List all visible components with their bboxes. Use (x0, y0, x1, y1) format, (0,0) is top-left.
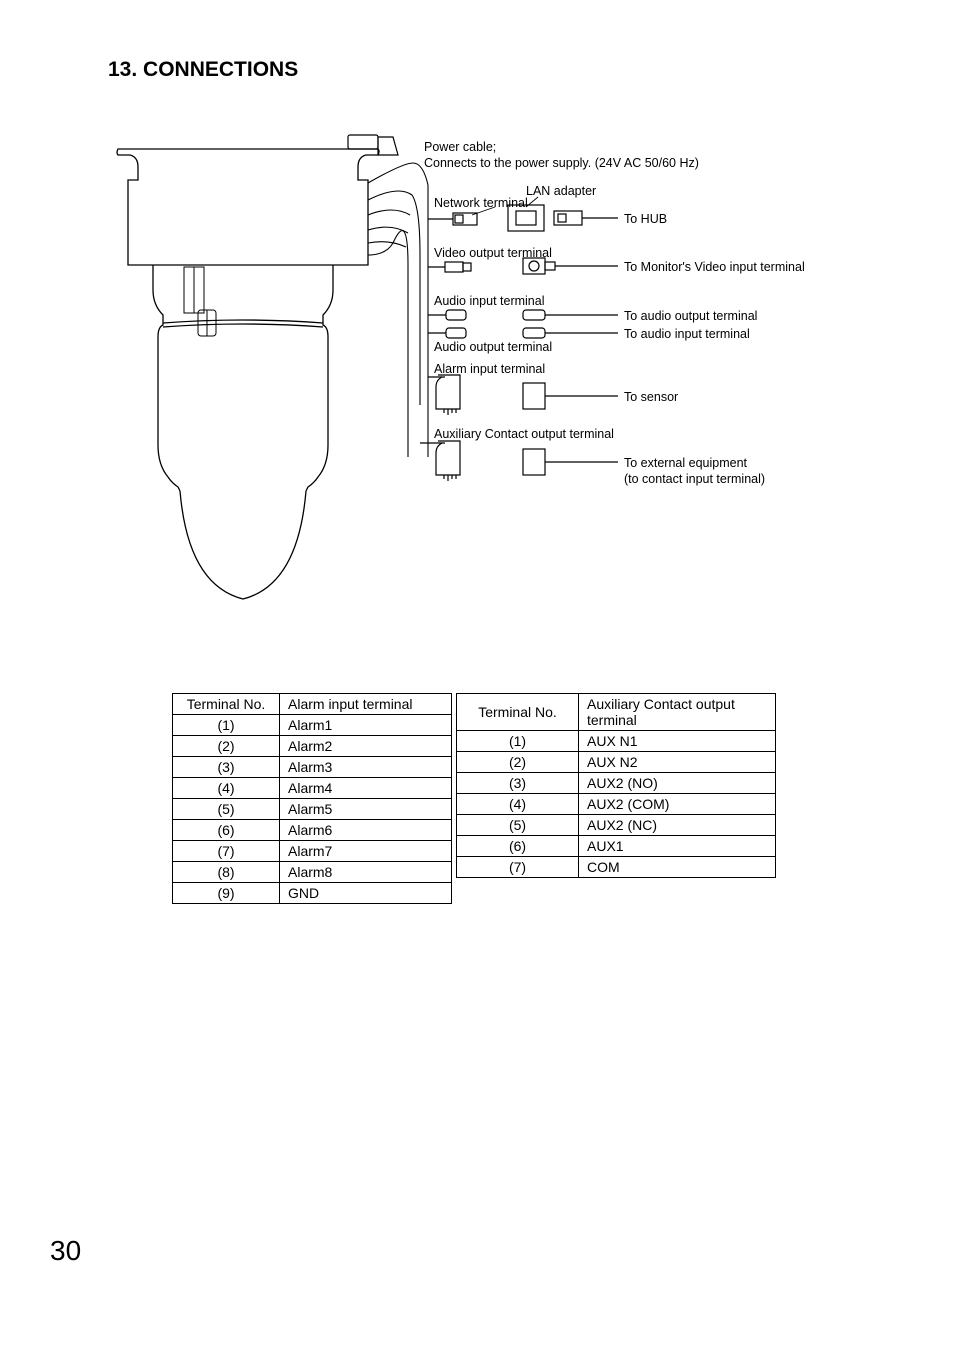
table-head: Terminal No. Alarm input terminal (173, 694, 452, 715)
table-row: (4)Alarm4 (173, 778, 452, 799)
table-row: (1)AUX N1 (457, 731, 776, 752)
cell-terminal-no: (5) (173, 799, 280, 820)
label-power-cable-desc: Connects to the power supply. (24V AC 50… (424, 155, 699, 171)
label-audio-output-terminal: Audio output terminal (434, 339, 552, 355)
cell-value: Alarm1 (280, 715, 452, 736)
col-alarm-input: Alarm input terminal (280, 694, 452, 715)
table-row: (2)Alarm2 (173, 736, 452, 757)
cell-terminal-no: (2) (457, 752, 579, 773)
section-title: 13. CONNECTIONS (108, 58, 298, 82)
label-to-audio-output: To audio output terminal (624, 308, 757, 324)
table-row: (9)GND (173, 883, 452, 904)
cell-terminal-no: (7) (173, 841, 280, 862)
cell-value: GND (280, 883, 452, 904)
table-row: (2)AUX N2 (457, 752, 776, 773)
table-row: (1)Alarm1 (173, 715, 452, 736)
table-row: (8)Alarm8 (173, 862, 452, 883)
label-to-hub: To HUB (624, 211, 667, 227)
label-power-cable-title: Power cable; (424, 139, 496, 155)
table-row: (6)Alarm6 (173, 820, 452, 841)
page-root: 13. CONNECTIONS 30 (0, 0, 954, 1351)
label-to-audio-input: To audio input terminal (624, 326, 750, 342)
cell-value: AUX2 (NC) (579, 815, 776, 836)
table-row: (7)Alarm7 (173, 841, 452, 862)
label-video-output-terminal: Video output terminal (434, 245, 552, 261)
cell-terminal-no: (7) (457, 857, 579, 878)
aux-terminal-table: Terminal No. Auxiliary Contact output te… (456, 693, 776, 878)
table-row: (3)AUX2 (NO) (457, 773, 776, 794)
table-row: (3)Alarm3 (173, 757, 452, 778)
cell-terminal-no: (8) (173, 862, 280, 883)
cell-value: Alarm3 (280, 757, 452, 778)
cell-value: Alarm2 (280, 736, 452, 757)
cell-terminal-no: (3) (173, 757, 280, 778)
label-to-sensor: To sensor (624, 389, 678, 405)
cell-value: AUX N1 (579, 731, 776, 752)
label-audio-input-terminal: Audio input terminal (434, 293, 544, 309)
table-row: (5)Alarm5 (173, 799, 452, 820)
cell-terminal-no: (3) (457, 773, 579, 794)
col-terminal-no: Terminal No. (173, 694, 280, 715)
table-row: (6)AUX1 (457, 836, 776, 857)
col-terminal-no: Terminal No. (457, 694, 579, 731)
cell-terminal-no: (6) (457, 836, 579, 857)
cell-value: Alarm5 (280, 799, 452, 820)
label-to-external-1: To external equipment (624, 455, 747, 471)
table-row: (4)AUX2 (COM) (457, 794, 776, 815)
table-row: Terminal No. Auxiliary Contact output te… (457, 694, 776, 731)
cell-value: Alarm7 (280, 841, 452, 862)
page-number: 30 (50, 1235, 81, 1267)
cell-terminal-no: (4) (457, 794, 579, 815)
connections-diagram: Power cable; Connects to the power suppl… (108, 115, 868, 635)
cell-value: COM (579, 857, 776, 878)
cell-value: AUX1 (579, 836, 776, 857)
cell-value: AUX N2 (579, 752, 776, 773)
cell-terminal-no: (2) (173, 736, 280, 757)
label-to-external-2: (to contact input terminal) (624, 471, 765, 487)
col-aux-output: Auxiliary Contact output terminal (579, 694, 776, 731)
cell-terminal-no: (1) (457, 731, 579, 752)
label-alarm-input-terminal: Alarm input terminal (434, 361, 545, 377)
cell-value: Alarm8 (280, 862, 452, 883)
table-row: Terminal No. Alarm input terminal (173, 694, 452, 715)
table-row: (7)COM (457, 857, 776, 878)
alarm-terminal-table: Terminal No. Alarm input terminal (1)Ala… (172, 693, 452, 904)
label-to-monitor: To Monitor's Video input terminal (624, 259, 805, 275)
label-lan-adapter: LAN adapter (526, 183, 596, 199)
table-head: Terminal No. Auxiliary Contact output te… (457, 694, 776, 731)
table-row: (5)AUX2 (NC) (457, 815, 776, 836)
label-aux-contact-terminal: Auxiliary Contact output terminal (434, 426, 614, 442)
cell-value: AUX2 (COM) (579, 794, 776, 815)
cell-value: Alarm6 (280, 820, 452, 841)
cell-terminal-no: (6) (173, 820, 280, 841)
cell-value: Alarm4 (280, 778, 452, 799)
cell-value: AUX2 (NO) (579, 773, 776, 794)
label-network-terminal: Network terminal (434, 195, 528, 211)
cell-terminal-no: (4) (173, 778, 280, 799)
cell-terminal-no: (9) (173, 883, 280, 904)
cell-terminal-no: (1) (173, 715, 280, 736)
cell-terminal-no: (5) (457, 815, 579, 836)
